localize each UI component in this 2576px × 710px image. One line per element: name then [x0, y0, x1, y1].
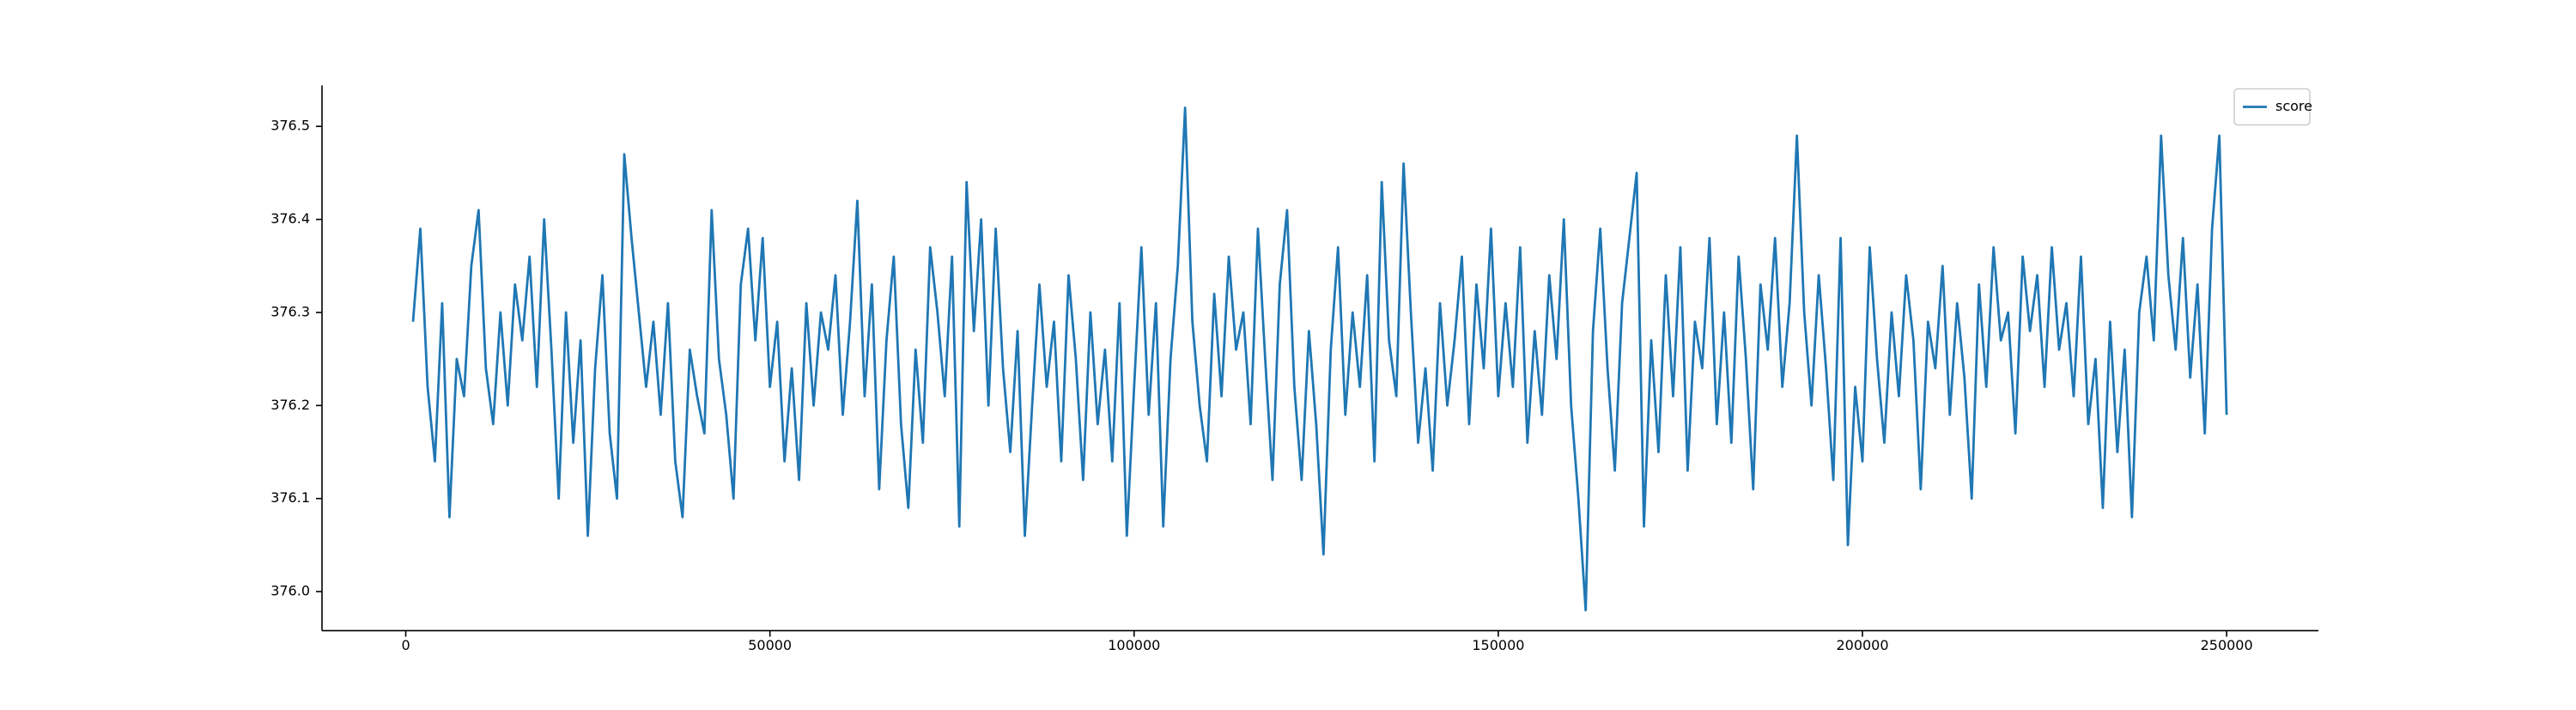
y-tick-label: 376.2	[270, 397, 310, 413]
y-tick-label: 376.0	[270, 583, 310, 599]
y-tick-label: 376.5	[270, 118, 310, 134]
legend-box	[2233, 88, 2311, 126]
legend-label: score	[2275, 98, 2312, 114]
x-tick-label: 100000	[1108, 637, 1160, 653]
x-tick-label: 250000	[2201, 637, 2253, 653]
x-tick-label: 200000	[1836, 637, 1888, 653]
y-tick-label: 376.4	[270, 210, 310, 227]
y-tick-label: 376.1	[270, 489, 310, 506]
y-tick-label: 376.3	[270, 303, 310, 319]
x-tick-label: 0	[401, 637, 410, 653]
x-tick-label: 150000	[1472, 637, 1524, 653]
x-tick-label: 50000	[748, 637, 792, 653]
series-line	[411, 106, 2228, 612]
